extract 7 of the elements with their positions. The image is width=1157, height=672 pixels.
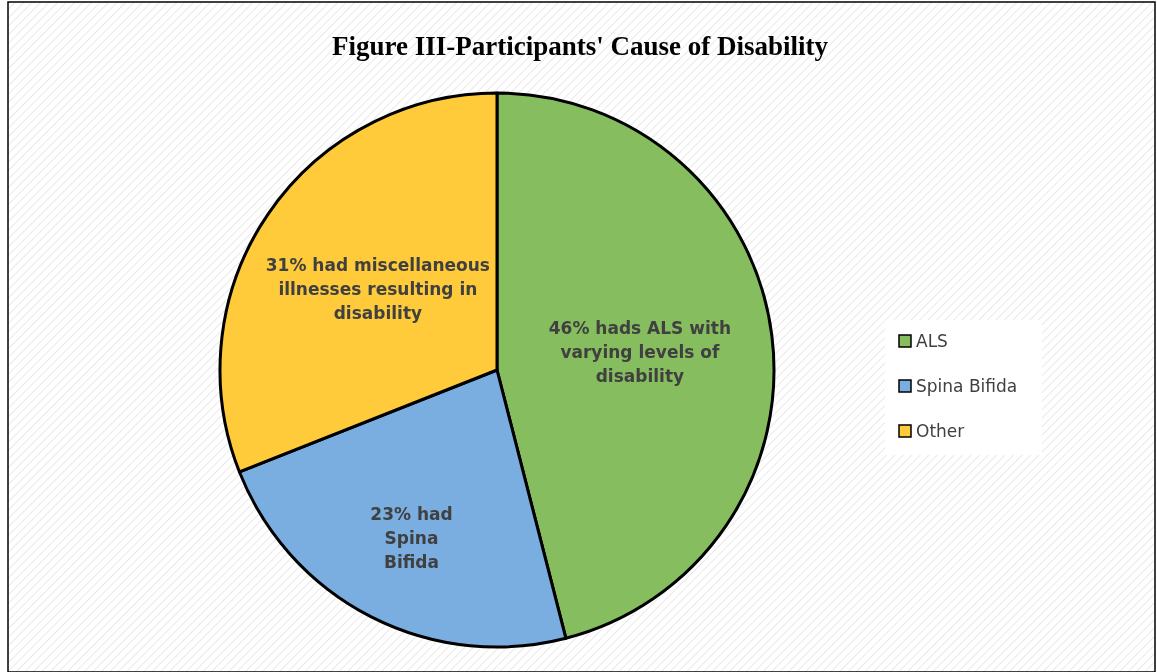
data-label: 31% had miscellaneous illnesses resulting in disability — [265, 255, 490, 324]
legend-label: Other — [916, 421, 965, 441]
data-label: 23% had Spina Bifida — [370, 503, 453, 572]
legend-label: Spina Bifida — [916, 376, 1018, 396]
legend-label: ALS — [916, 331, 948, 351]
chart-title: Figure III-Participants' Cause of Disability — [331, 31, 829, 61]
data-label: 46% hads ALS with varying levels of disability — [548, 317, 732, 386]
